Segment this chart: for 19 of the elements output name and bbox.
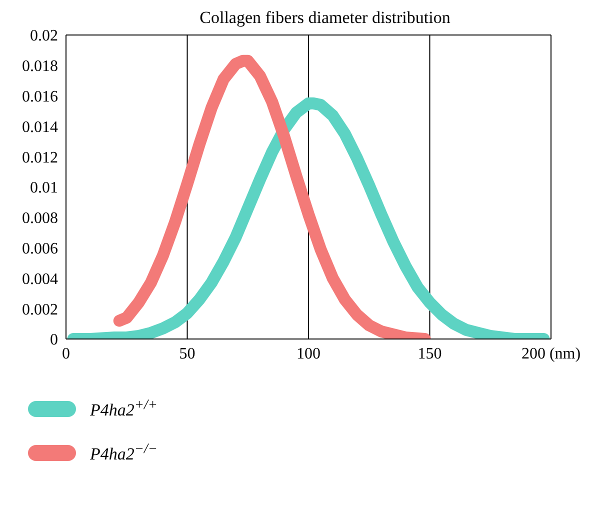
x-tick-label: 0	[62, 345, 70, 362]
y-tick-label: 0	[50, 332, 58, 349]
legend-label: P4ha2$^{+/+}$	[90, 397, 158, 421]
x-tick-label: 50	[179, 345, 196, 362]
y-tick-label: 0.004	[22, 270, 58, 288]
y-tick-label: 0.016	[22, 88, 58, 106]
y-tick-label: 0.012	[22, 149, 58, 166]
y-tick-label: 0.002	[22, 301, 58, 318]
y-tick-label: 0.006	[22, 240, 58, 258]
y-tick-label: 0.01	[30, 180, 58, 197]
x-tick-label: 200 (nm)	[521, 345, 581, 362]
legend-label: P4ha2$^{−/−}$	[90, 441, 158, 465]
x-tick-label: 100	[296, 345, 320, 362]
y-tick-label: 0.018	[22, 58, 58, 76]
y-tick-label: 0.014	[22, 118, 58, 136]
x-tick-label: 150	[418, 345, 442, 362]
y-tick-label: 0.02	[30, 28, 58, 45]
y-tick-label: 0.008	[22, 210, 58, 228]
chart-title: Collagen fibers diameter distribution	[198, 8, 452, 28]
